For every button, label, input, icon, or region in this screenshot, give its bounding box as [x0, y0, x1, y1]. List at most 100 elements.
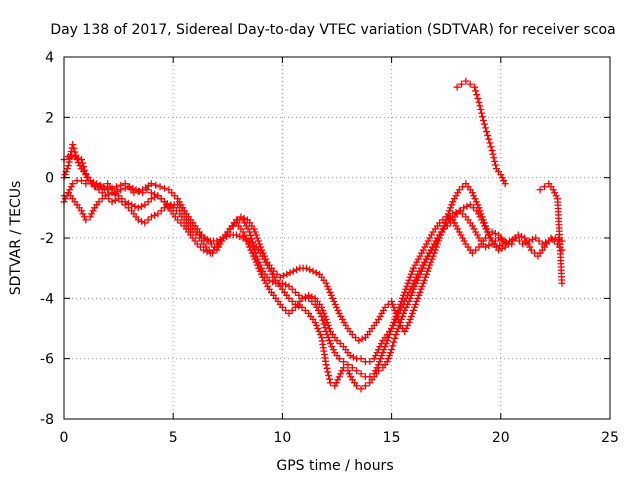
data-point-fill: [421, 258, 429, 266]
data-point-fill: [242, 234, 250, 242]
data-point: [112, 183, 120, 191]
data-point-fill: [452, 192, 460, 200]
data-point-fill: [439, 225, 447, 233]
data-point: [130, 189, 138, 197]
data-point-fill: [247, 246, 255, 254]
data-point: [488, 228, 496, 236]
data-point-fill: [402, 303, 410, 311]
x-tick-label: 20: [492, 430, 510, 446]
data-point: [344, 367, 352, 375]
data-point: [355, 337, 363, 345]
data-point-fill: [486, 139, 494, 147]
data-point-fill: [431, 240, 439, 248]
data-point-fill: [542, 239, 550, 247]
data-point-fill: [498, 236, 506, 244]
data-point-fill: [555, 236, 563, 244]
data-point-fill: [330, 297, 338, 305]
data-point: [423, 270, 431, 278]
data-point: [200, 246, 208, 254]
data-point-fill: [257, 270, 265, 278]
data-point-fill: [485, 242, 493, 250]
data-point-fill: [395, 303, 403, 311]
data-point-fill: [331, 300, 339, 308]
data-point: [466, 80, 474, 88]
data-point: [326, 340, 334, 348]
data-point: [508, 240, 516, 248]
data-point: [73, 156, 81, 164]
data-point-fill: [197, 231, 204, 239]
data-point-fill: [399, 312, 407, 320]
data-point-fill: [242, 236, 250, 244]
data-point: [468, 249, 476, 257]
series-5: [453, 77, 566, 287]
y-tick-label: -6: [40, 352, 54, 368]
data-point-fill: [476, 102, 484, 110]
data-point: [405, 276, 413, 284]
data-point-fill: [439, 216, 447, 224]
data-point: [329, 294, 337, 302]
data-point-fill: [372, 367, 380, 375]
data-point-fill: [326, 375, 334, 383]
data-point-fill: [387, 328, 395, 336]
data-point: [401, 328, 409, 336]
data-point-fill: [373, 364, 381, 372]
data-point-fill: [387, 349, 395, 357]
data-point: [147, 213, 155, 221]
data-point-fill: [460, 237, 468, 245]
data-point-fill: [236, 232, 244, 240]
data-point-fill: [314, 325, 322, 332]
data-point-fill: [144, 198, 152, 206]
data-point: [488, 240, 496, 248]
data-point-fill: [395, 321, 403, 329]
data-point: [318, 312, 326, 320]
data-point-fill: [88, 210, 96, 218]
data-point-fill: [100, 184, 108, 192]
data-point-fill: [67, 183, 75, 191]
data-point-fill: [288, 297, 296, 305]
data-point-fill: [491, 237, 499, 245]
data-point-fill: [295, 302, 303, 310]
data-point-fill: [98, 195, 106, 203]
data-point-fill: [418, 249, 426, 257]
data-point-fill: [111, 190, 119, 198]
data-point-fill: [157, 195, 165, 203]
data-point: [331, 382, 339, 390]
data-point-fill: [417, 285, 425, 293]
data-point-fill: [404, 321, 412, 329]
data-point-fill: [414, 255, 422, 263]
data-point-fill: [414, 294, 422, 302]
data-point-fill: [389, 300, 397, 308]
data-point-fill: [111, 196, 119, 204]
data-point-fill: [378, 309, 386, 317]
data-point-fill: [406, 273, 414, 281]
data-point-fill: [262, 258, 270, 266]
data-point-fill: [419, 279, 427, 287]
data-point-fill: [347, 373, 355, 381]
data-point: [82, 216, 90, 224]
data-point-fill: [477, 210, 485, 218]
data-point: [558, 279, 566, 287]
data-point: [134, 216, 142, 224]
data-point: [370, 370, 378, 378]
data-point: [322, 328, 330, 336]
data-point-fill: [441, 222, 449, 230]
data-point-fill: [240, 231, 248, 239]
data-point-fill: [381, 343, 389, 351]
data-point-fill: [445, 214, 453, 222]
data-point: [497, 171, 505, 179]
data-point: [285, 309, 293, 317]
data-point: [333, 337, 341, 345]
data-point-fill: [404, 279, 412, 287]
data-point: [482, 234, 490, 242]
data-point-fill: [518, 232, 526, 240]
data-point: [388, 325, 396, 332]
data-point: [405, 297, 413, 305]
data-point-fill: [420, 276, 428, 284]
data-point-fill: [419, 264, 427, 272]
data-point-fill: [312, 321, 320, 329]
data-point: [416, 252, 424, 260]
data-point-fill: [463, 202, 471, 210]
data-point-fill: [426, 234, 434, 242]
data-point-fill: [407, 291, 415, 299]
data-point-fill: [408, 309, 416, 317]
